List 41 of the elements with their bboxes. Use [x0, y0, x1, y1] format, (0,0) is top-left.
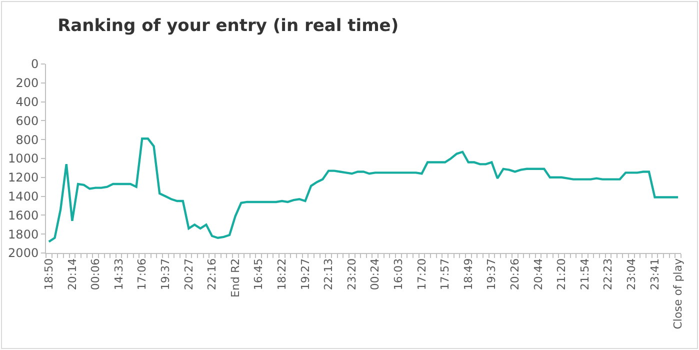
chart-title: Ranking of your entry (in real time)	[58, 16, 399, 36]
y-tick-label: 1400	[8, 190, 39, 204]
x-tick-label: 14:33	[112, 258, 126, 290]
y-tick-label: 800	[16, 132, 39, 147]
x-tick-label: 00:24	[368, 258, 382, 290]
x-tick-label: 19:37	[485, 258, 498, 290]
x-tick-label: 17:57	[438, 258, 452, 290]
x-tick-label: 22:13	[322, 258, 336, 290]
x-tick-label: End R2	[228, 258, 242, 298]
x-tick-label: 16:45	[252, 258, 266, 290]
x-tick-label: 20:44	[532, 258, 545, 290]
x-tick-label: 18:49	[462, 258, 475, 290]
x-tick-label: 17:20	[415, 258, 428, 290]
x-tick-label: 20:27	[182, 258, 196, 290]
y-tick-label: 2000	[8, 246, 39, 260]
x-tick-label: 18:50	[42, 258, 56, 290]
y-tick-label: 1600	[8, 208, 39, 222]
line-series	[48, 138, 680, 243]
x-tick-label: 23:20	[345, 258, 358, 290]
x-tick-label: 22:16	[206, 258, 219, 290]
x-tick-label: 16:03	[392, 258, 406, 290]
x-tick-label: 18:22	[276, 258, 289, 290]
x-tick-label: 21:20	[555, 258, 568, 290]
y-tick-label: 400	[16, 95, 39, 109]
y-tick-label: 1000	[8, 152, 39, 166]
x-tick-label: 20:14	[66, 258, 79, 290]
y-tick-label: 1800	[8, 227, 39, 242]
x-tick-label: 21:54	[578, 258, 592, 290]
x-tick-label: 23:41	[648, 258, 662, 290]
y-tick-label: 200	[16, 76, 39, 90]
x-tick-label: 19:37	[159, 258, 172, 290]
x-tick-label: 23:04	[625, 258, 638, 290]
x-tick-label: 22:23	[602, 258, 615, 290]
y-tick-label: 1200	[8, 170, 39, 185]
x-tick-label: 20:26	[508, 258, 522, 290]
y-tick-label: 0	[30, 57, 39, 72]
x-tick-label: Close of play	[672, 258, 685, 330]
x-tick-label: 17:06	[136, 258, 149, 290]
y-tick-label: 600	[16, 114, 39, 128]
x-tick-label: 00:06	[89, 258, 102, 290]
x-tick-label: 19:27	[298, 258, 312, 290]
